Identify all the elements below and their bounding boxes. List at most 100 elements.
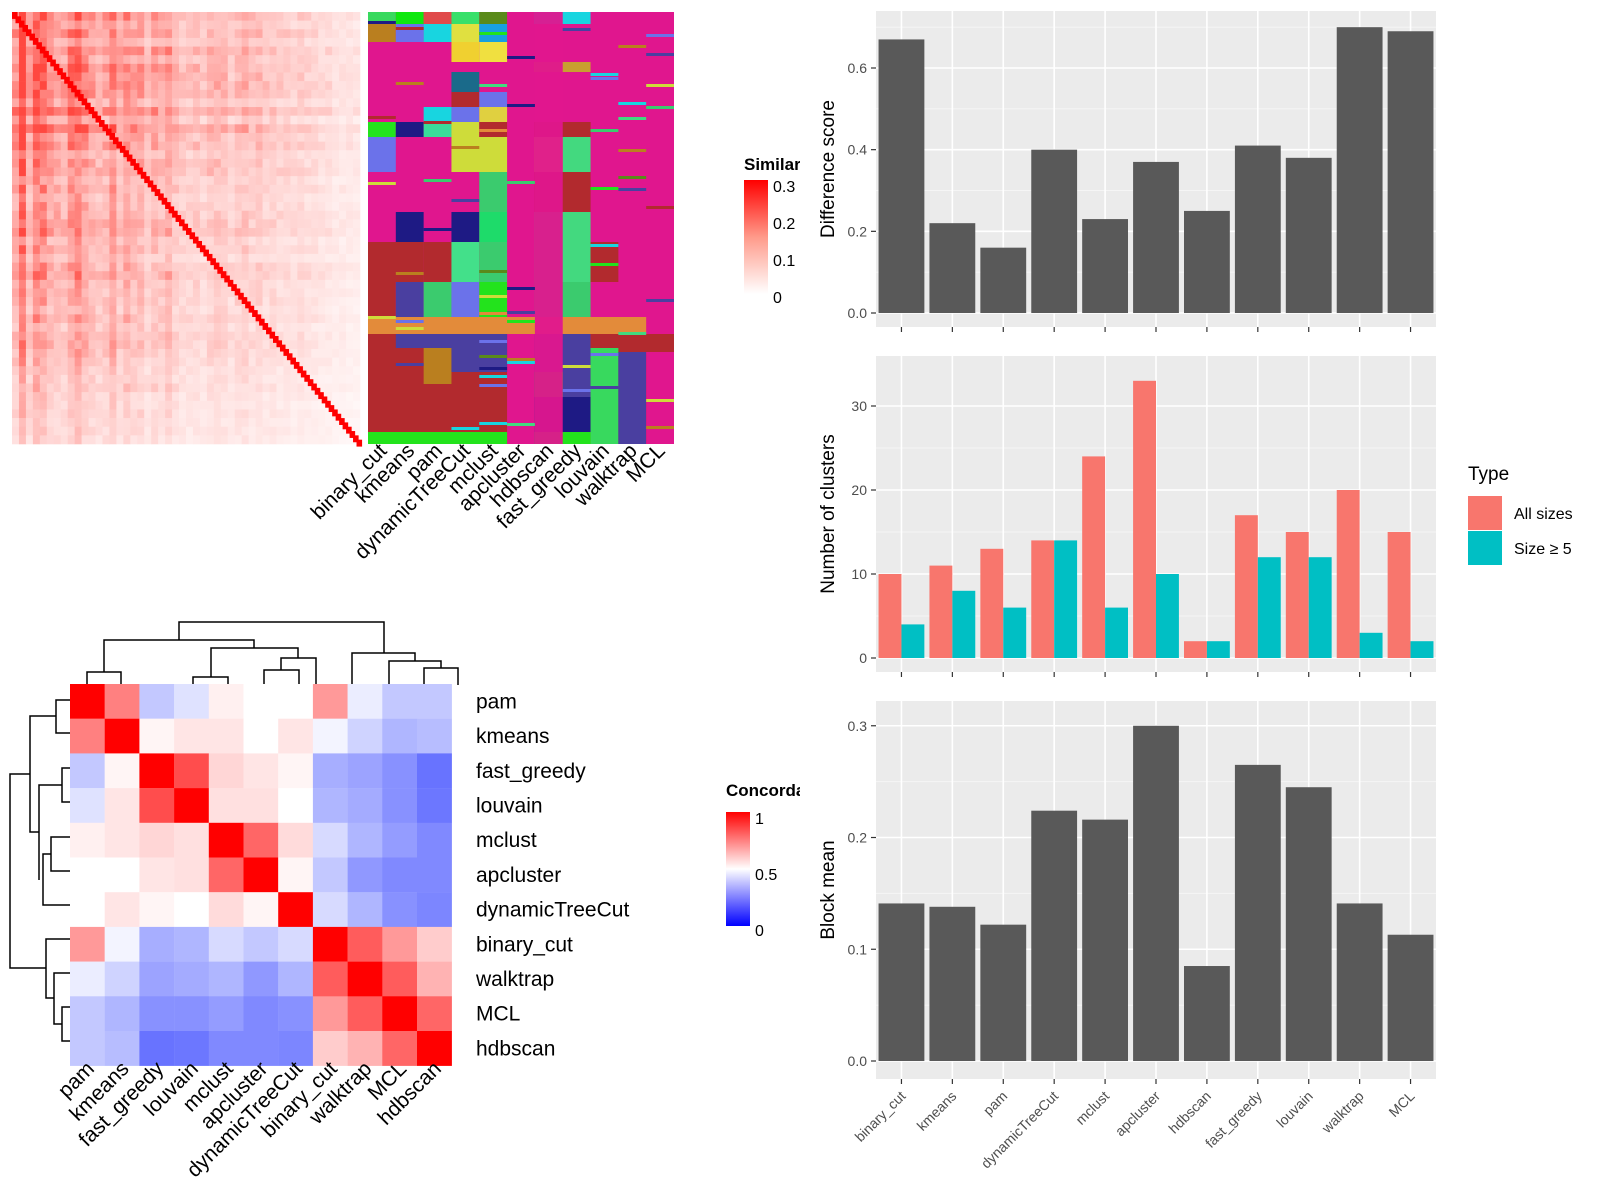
similarity-cell (220, 392, 229, 402)
similarity-cell (116, 314, 124, 324)
similarity-cell (304, 63, 312, 73)
similarity-cell (290, 158, 298, 168)
similarity-cell (46, 132, 55, 142)
similarity-cell (255, 46, 263, 56)
similarity-cell (220, 348, 229, 358)
similarity-cell (102, 297, 110, 307)
similarity-cell (144, 383, 152, 393)
similarity-cell (18, 202, 27, 212)
similarity-cell (81, 279, 89, 289)
similarity-cell (241, 46, 249, 56)
similarity-cell (206, 210, 215, 220)
similarity-cell (186, 418, 194, 428)
similarity-cell (304, 29, 312, 39)
similarity-cell (290, 314, 298, 324)
similarity-cell (179, 297, 187, 307)
similarity-cell (151, 374, 159, 384)
similarity-cell (186, 210, 194, 220)
similarity-cell (311, 409, 319, 419)
cluster-stripe (590, 263, 619, 266)
similarity-diagonal-cell (248, 305, 255, 313)
concordance-column-labels: pamkmeansfast_greedylouvainmclustapclust… (54, 1057, 446, 1182)
similarity-cell (234, 141, 242, 151)
concordance-cell (104, 788, 140, 823)
similarity-cell (60, 210, 68, 220)
similarity-cell (137, 20, 145, 30)
similarity-cell (325, 124, 333, 134)
similarity-cell (95, 29, 103, 39)
similarity-cell (25, 305, 34, 315)
similarity-cell (46, 279, 55, 289)
similarity-cell (199, 37, 208, 47)
similarity-cell (137, 245, 145, 255)
similarity-cell (241, 271, 249, 281)
similarity-cell (60, 297, 68, 307)
similarity-cell (346, 392, 354, 402)
similarity-cell (192, 158, 201, 168)
similarity-cell (290, 418, 298, 428)
similarity-cell (234, 236, 242, 246)
similarity-cell (220, 98, 229, 108)
similarity-cell (88, 262, 96, 272)
concordance-cell (312, 857, 348, 893)
similarity-cell (192, 176, 201, 186)
similarity-diagonal-cell (353, 435, 359, 443)
cluster-stripe (507, 423, 535, 426)
similarity-cell (234, 253, 242, 263)
similarity-cell (12, 167, 20, 177)
similarity-diagonal-cell (231, 284, 237, 292)
similarity-cell (248, 331, 256, 341)
similarity-cell (25, 115, 34, 125)
similarity-cell (144, 63, 152, 73)
similarity-cell (339, 366, 347, 376)
similarity-cell (130, 435, 138, 445)
similarity-cell (144, 418, 152, 428)
similarity-cell (25, 357, 34, 367)
similarity-cell (179, 418, 187, 428)
similarity-cell (325, 357, 333, 367)
similarity-cell (158, 340, 166, 350)
similarity-cell (116, 12, 124, 21)
similarity-cell (158, 176, 166, 186)
similarity-cell (151, 72, 159, 82)
similarity-cell (241, 426, 249, 436)
similarity-cell (255, 245, 263, 255)
similarity-cell (269, 288, 277, 298)
similarity-diagonal-cell (119, 145, 126, 153)
similarity-cell (199, 167, 208, 177)
similarity-cell (179, 314, 187, 324)
similarity-cell (192, 210, 201, 220)
similarity-cell (39, 409, 48, 419)
similarity-cell (213, 245, 222, 255)
similarity-cell (88, 392, 96, 402)
similarity-cell (123, 141, 131, 151)
cluster-block (423, 242, 452, 282)
similarity-cell (255, 150, 263, 160)
similarity-cell (12, 98, 20, 108)
similarity-cell (25, 271, 34, 281)
similarity-cell (325, 89, 333, 99)
similarity-cell (130, 271, 138, 281)
cluster-block (479, 212, 508, 242)
similarity-cell (25, 141, 34, 151)
bar (1031, 540, 1055, 658)
similarity-cell (186, 12, 194, 21)
similarity-cell (151, 124, 159, 134)
bar (1308, 557, 1332, 658)
similarity-cell (234, 245, 242, 255)
similarity-cell (269, 63, 277, 73)
bar (1234, 145, 1281, 313)
similarity-cell (39, 184, 48, 194)
similarity-cell (276, 297, 284, 307)
similarity-cell (283, 409, 291, 419)
similarity-cell (318, 193, 326, 203)
similarity-cell (304, 89, 312, 99)
similarity-cell (220, 115, 229, 125)
similarity-cell (220, 184, 229, 194)
similarity-cell (18, 37, 27, 47)
similarity-cell (109, 20, 117, 30)
similarity-cell (165, 132, 173, 142)
similarity-cell (81, 158, 89, 168)
similarity-cell (241, 132, 249, 142)
